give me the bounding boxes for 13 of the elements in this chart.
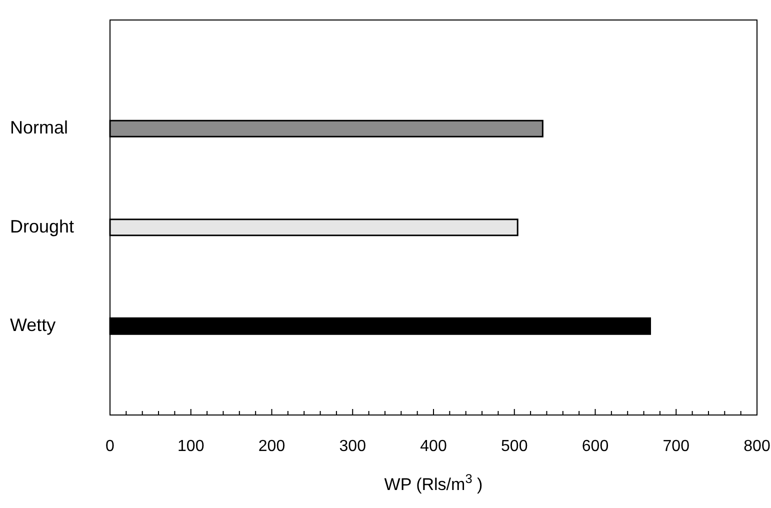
x-axis-title: WP (Rls/m$^{3}$ ) — [384, 470, 483, 494]
x-tick-label: 100 — [178, 438, 204, 455]
y-tick-label: Drought — [10, 216, 74, 236]
x-tick-label: 200 — [258, 438, 286, 455]
y-tick-label: Wetty — [10, 315, 56, 336]
x-tick-label: 0 — [106, 438, 115, 455]
x-tick-label: 600 — [582, 438, 609, 455]
x-tick-label: 800 — [744, 438, 770, 455]
x-tick-label: 300 — [339, 438, 366, 455]
y-tick-label: Normal — [10, 118, 68, 138]
x-tick-label: 700 — [662, 438, 690, 455]
x-tick-label: 400 — [420, 438, 447, 455]
x-tick-label: 500 — [501, 438, 528, 455]
